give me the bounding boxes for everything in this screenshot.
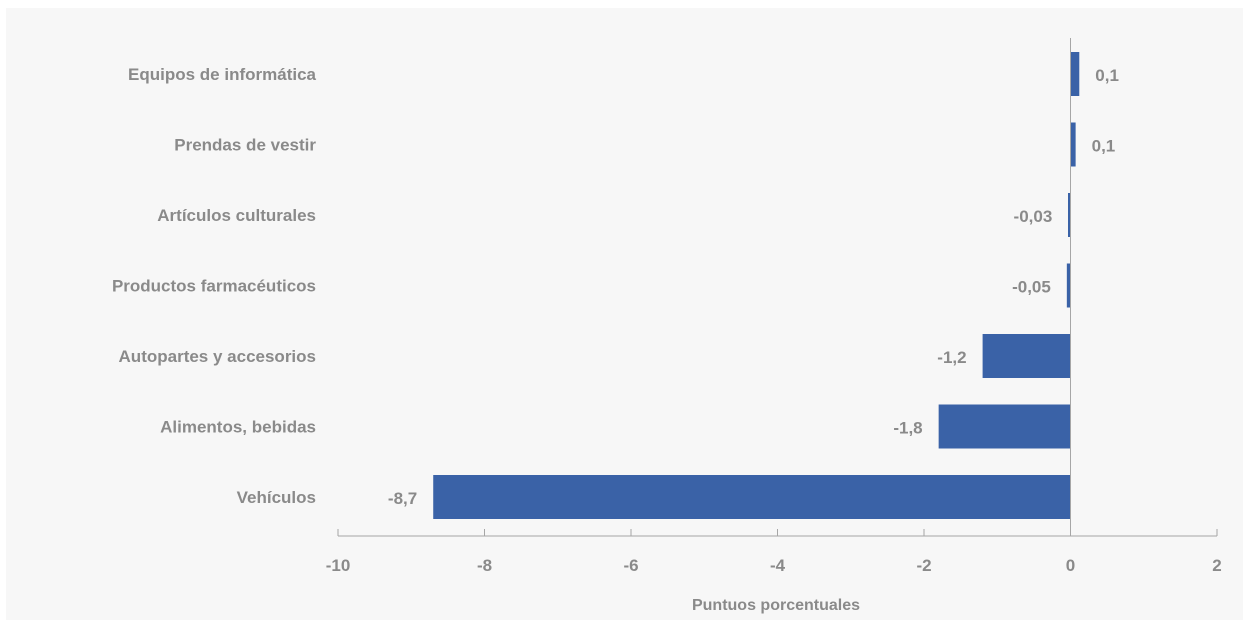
x-tick-label: -2 [916, 556, 931, 575]
category-label: Artículos culturales [157, 206, 316, 225]
value-label: -0,03 [1014, 207, 1053, 226]
category-label: Productos farmacéuticos [112, 277, 316, 296]
value-label: -1,8 [893, 419, 922, 438]
category-label: Prendas de vestir [174, 136, 316, 155]
value-label: 0,1 [1095, 66, 1119, 85]
value-label: -8,7 [388, 489, 417, 508]
x-tick-label: -4 [770, 556, 786, 575]
value-labels: 0,1 0,1 -0,03 -0,05 -1,2 -1,8 -8,7 [388, 66, 1119, 508]
x-axis-title: Puntuos porcentuales [692, 597, 860, 614]
x-tick-label: -10 [326, 556, 351, 575]
bar-prendas-de-vestir [1070, 122, 1076, 167]
x-tick-label: 2 [1212, 556, 1221, 575]
value-label: -0,05 [1012, 278, 1051, 297]
bar-equipos-de-informatica [1070, 52, 1080, 96]
x-tick-label: -6 [623, 556, 638, 575]
category-label: Equipos de informática [128, 65, 317, 84]
bar-vehiculos [433, 475, 1071, 519]
category-label: Autopartes y accesorios [119, 347, 316, 366]
bar-alimentos-bebidas [938, 404, 1071, 449]
category-labels: Equipos de informática Prendas de vestir A… [112, 65, 317, 507]
bar-autopartes-y-accesorios [982, 334, 1071, 378]
bar-articulos-culturales [1068, 193, 1071, 237]
category-label: Alimentos, bebidas [160, 418, 316, 437]
axes-group: -10 -8 -6 -4 -2 0 2 [326, 38, 1222, 575]
bars-group [433, 52, 1080, 519]
value-label: -1,2 [937, 348, 966, 367]
bar-productos-farmaceuticos [1066, 263, 1071, 308]
x-tick-label: -8 [477, 556, 492, 575]
value-label: 0,1 [1092, 137, 1116, 156]
x-tick-label: 0 [1066, 556, 1075, 575]
category-label: Vehículos [237, 488, 316, 507]
